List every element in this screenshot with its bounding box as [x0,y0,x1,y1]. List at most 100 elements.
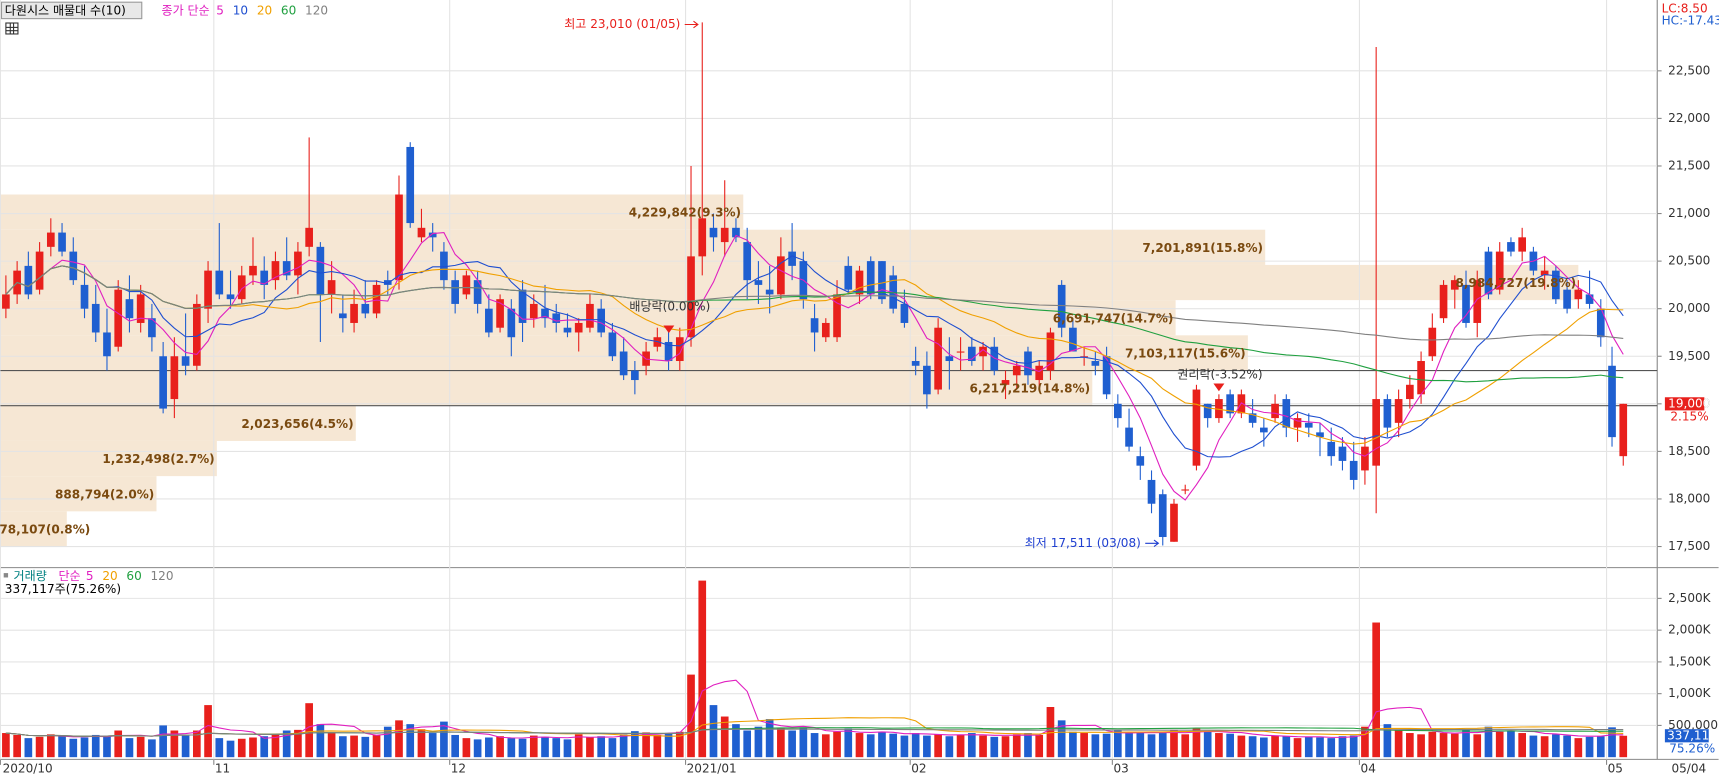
candle-body [440,251,448,281]
volume-icon [3,573,9,578]
y-tick-label: 22,500 [1668,63,1710,77]
x-tick-label: 12 [451,762,466,776]
candle-body [1046,332,1055,371]
candle-body [226,294,235,300]
volume-bar [777,727,785,758]
volume-bar [563,739,572,758]
volume-bar [507,738,516,758]
volume-bar [923,735,931,758]
candle-body [967,346,976,362]
low-arrow [1145,539,1160,548]
volume-bar [1271,735,1279,758]
candle-body [1574,289,1583,300]
volume-bar [1147,734,1156,758]
candle-body [485,308,493,333]
candle-body [215,270,224,295]
candle-body [103,332,111,357]
volume-bar [664,733,673,758]
volume-bar [642,732,650,758]
volume-bar [833,731,841,758]
volume-bar [1282,736,1291,758]
volume-profile-label: 7,201,891(15.8%) [1142,241,1263,255]
volume-bar [653,734,662,758]
volume-bar [485,737,493,758]
volume-bar [597,736,606,758]
lc-label: LC:8.50 [1662,1,1708,15]
volume-bar [58,736,66,758]
candle-body [597,308,606,333]
candle-body [181,356,190,366]
volume-bar [1237,735,1246,758]
y-tick-label: 18,500 [1668,444,1710,458]
volume-bar [765,719,774,758]
candle-body [496,299,504,328]
volume-bar [361,736,370,758]
candle-body [294,251,302,276]
volume-bar [687,674,695,758]
volume-bar [1450,733,1459,758]
volume-bar [1046,707,1055,758]
volume-bar [1215,733,1223,758]
volume-profile-label: 6,217,219(14.8%) [969,382,1090,396]
y-tick-label: 500,000 [1668,718,1718,732]
last-volume-box [1664,729,1709,743]
ma-line [5,255,1624,458]
candle-body [1158,494,1167,538]
volume-bar [1540,736,1549,758]
volume-bar [406,724,415,758]
candle-body [1260,427,1268,433]
volume-bar [1428,731,1437,758]
volume-bar [136,736,145,758]
candle-body [743,242,752,281]
volume-bar [80,737,89,758]
volume-bar [574,734,583,758]
candle-body [675,337,684,362]
volume-bar [1203,731,1212,758]
title-box[interactable] [0,1,143,20]
volume-ma-legend: 20 [102,569,117,583]
candle-body [260,270,269,285]
ma-legend: 120 [305,3,328,17]
candle-body [316,246,325,295]
volume-bar [1619,735,1628,758]
candle-body [563,327,572,333]
candle-body [35,251,44,290]
candle-body [552,313,561,323]
x-tick-label: 03 [1113,762,1128,776]
volume-profile-band [0,511,67,547]
volume-bar [979,735,987,758]
volume-bar [339,736,347,758]
y-tick-label: 2,000K [1668,623,1711,637]
candle-body [754,280,763,285]
volume-bar [249,737,257,758]
volume-bar [754,726,763,758]
volume-bar [1372,622,1380,758]
volume-bar [1417,734,1425,758]
ma-line [5,265,1624,341]
volume-bar [1012,734,1021,758]
volume-bar [1608,727,1616,758]
candle-body [956,351,965,353]
volume-bar [945,736,954,758]
y-tick-label: 20,000 [1668,301,1710,315]
volume-ma-legend: 5 [86,569,94,583]
volume-bar [1102,733,1111,758]
volume-bar [260,736,269,758]
volume-bar [1406,733,1414,758]
candle-body [1361,446,1369,471]
candle-body [1102,356,1111,395]
volume-bar [192,730,201,758]
candle-body [911,361,920,366]
volume-bar [1439,733,1448,758]
ma-line [5,265,1624,445]
candle-body [1495,251,1504,290]
table-icon[interactable] [5,22,19,35]
volume-bar [294,729,302,758]
volume-bar [114,730,123,758]
candle-body [1316,432,1324,438]
volume-bar [1552,734,1560,758]
candle-body [619,351,628,376]
volume-bar [709,705,718,758]
candle-body [1439,284,1448,319]
